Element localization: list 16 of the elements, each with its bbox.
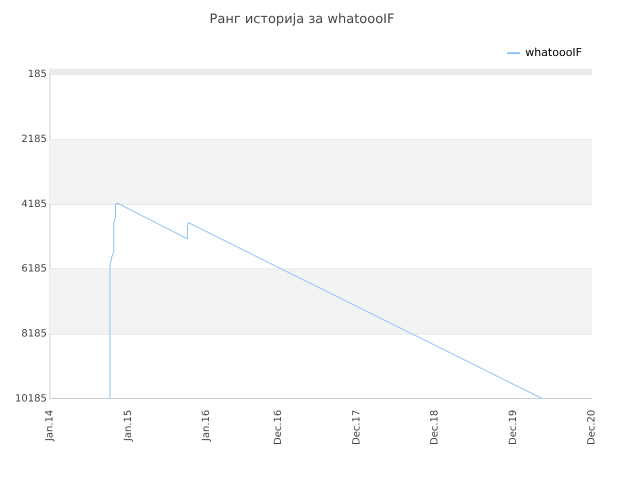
x-tick-label: Dec.17 bbox=[351, 410, 362, 446]
y-tick-label: 10185 bbox=[15, 393, 47, 404]
x-tick-label: Dec.20 bbox=[586, 410, 598, 446]
y-tick-label: 6185 bbox=[21, 264, 47, 275]
x-tick-label: Dec.18 bbox=[430, 410, 441, 446]
legend-label: whatoooIF bbox=[525, 46, 582, 59]
y-tick-label: 8185 bbox=[21, 328, 47, 340]
x-tick-label: Dec.16 bbox=[273, 410, 284, 446]
y-tick-label: 2185 bbox=[21, 134, 47, 146]
y-tick-label: 185 bbox=[28, 69, 47, 80]
x-tick-label: Dec.19 bbox=[508, 410, 520, 446]
chart-title: Ранг историја за whatoooIF bbox=[210, 12, 394, 28]
x-tick-label: Jan.16 bbox=[201, 410, 212, 442]
y-tick-label: 4185 bbox=[21, 198, 47, 210]
x-tick-label: Jan.14 bbox=[44, 410, 56, 442]
x-tick-label: Jan.15 bbox=[122, 410, 134, 442]
